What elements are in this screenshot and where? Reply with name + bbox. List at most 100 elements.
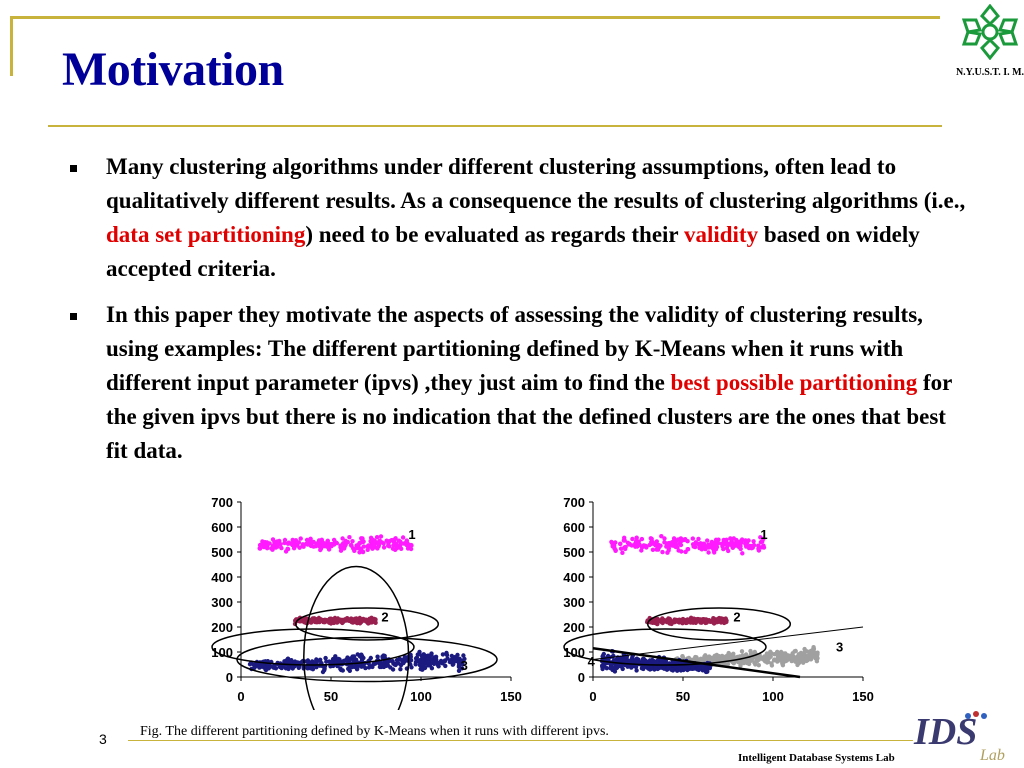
data-point xyxy=(257,546,263,551)
data-point xyxy=(309,539,315,544)
data-point xyxy=(792,649,797,654)
y-tick-label: 200 xyxy=(211,620,233,635)
series-3-points xyxy=(247,649,467,675)
bullet-list: Many clustering algorithms under differe… xyxy=(66,150,966,480)
data-point xyxy=(702,618,708,623)
y-tick-label: 700 xyxy=(563,495,585,510)
series-1-points xyxy=(257,534,414,555)
data-point xyxy=(382,653,387,659)
x-tick-label: 50 xyxy=(324,689,338,704)
data-point xyxy=(344,540,349,546)
cluster-ellipse xyxy=(303,565,410,710)
data-point xyxy=(726,548,731,554)
data-point xyxy=(460,659,466,664)
data-point xyxy=(618,541,623,546)
data-point xyxy=(756,663,761,668)
data-point xyxy=(614,665,619,671)
data-point xyxy=(808,651,813,657)
data-point xyxy=(358,546,364,551)
data-point xyxy=(633,539,639,544)
bullet-text-part: Many clustering algorithms under differe… xyxy=(106,154,966,213)
data-point xyxy=(710,618,716,623)
data-point xyxy=(398,667,403,672)
data-point xyxy=(396,538,402,543)
data-point xyxy=(737,654,742,659)
data-point xyxy=(298,660,303,665)
data-point xyxy=(664,542,670,547)
highlight-validity: validity xyxy=(683,222,759,247)
data-point xyxy=(259,542,264,547)
data-point xyxy=(270,543,276,548)
cluster-ellipse xyxy=(646,607,792,641)
data-point xyxy=(443,663,448,669)
data-point xyxy=(634,535,639,540)
data-point xyxy=(792,657,797,662)
cluster-ellipse xyxy=(236,636,498,683)
data-point xyxy=(352,664,357,669)
data-point xyxy=(618,657,624,662)
ids-dot xyxy=(981,713,987,719)
data-point xyxy=(368,618,374,623)
data-point xyxy=(703,653,708,658)
cluster-label: 3 xyxy=(836,640,843,655)
data-point xyxy=(279,545,284,551)
highlight-best-possible-partitioning: best possible partitioning xyxy=(670,370,918,395)
data-point xyxy=(759,545,764,550)
data-point xyxy=(328,617,334,623)
data-point xyxy=(324,659,329,664)
data-point xyxy=(357,550,362,555)
data-point xyxy=(341,546,347,551)
data-point xyxy=(697,544,702,550)
data-point xyxy=(414,655,420,660)
data-point xyxy=(647,542,652,548)
data-point xyxy=(600,654,605,659)
data-point xyxy=(438,658,444,664)
data-point xyxy=(685,547,691,552)
data-point xyxy=(457,656,462,661)
data-point xyxy=(669,620,674,625)
data-point xyxy=(363,665,368,671)
data-point xyxy=(796,653,802,658)
data-point xyxy=(726,650,731,656)
data-point xyxy=(386,541,391,546)
data-point xyxy=(270,537,276,542)
data-point xyxy=(268,664,273,669)
data-point xyxy=(298,536,303,541)
data-point xyxy=(394,545,400,551)
y-tick-label: 0 xyxy=(578,670,585,685)
data-point xyxy=(811,645,816,650)
data-point xyxy=(265,544,270,549)
data-point xyxy=(738,539,743,544)
data-point xyxy=(690,620,695,625)
data-point xyxy=(449,653,454,659)
data-point xyxy=(450,662,455,667)
y-tick-label: 500 xyxy=(563,545,585,560)
series-2-points xyxy=(645,615,729,627)
data-point xyxy=(679,549,684,554)
ids-dot xyxy=(973,711,979,717)
data-point xyxy=(408,654,413,659)
data-point xyxy=(408,546,414,552)
cluster-ellipse xyxy=(563,628,767,666)
data-point xyxy=(444,652,450,658)
cluster-label: 2 xyxy=(733,610,740,625)
data-point xyxy=(801,653,806,658)
data-point xyxy=(314,657,319,662)
data-point xyxy=(633,664,639,670)
data-point xyxy=(701,541,707,546)
data-point xyxy=(447,659,452,665)
data-point xyxy=(815,656,820,661)
data-point xyxy=(408,658,414,663)
data-point xyxy=(758,656,763,661)
y-tick-label: 600 xyxy=(211,520,233,535)
data-point xyxy=(661,618,666,623)
data-point xyxy=(313,544,318,549)
data-point xyxy=(377,664,383,670)
y-tick-label: 200 xyxy=(563,620,585,635)
y-tick-label: 400 xyxy=(211,570,233,585)
data-point xyxy=(692,544,698,550)
data-point xyxy=(775,650,780,655)
y-tick-label: 300 xyxy=(211,595,233,610)
data-point xyxy=(691,616,697,621)
data-point xyxy=(308,543,314,549)
